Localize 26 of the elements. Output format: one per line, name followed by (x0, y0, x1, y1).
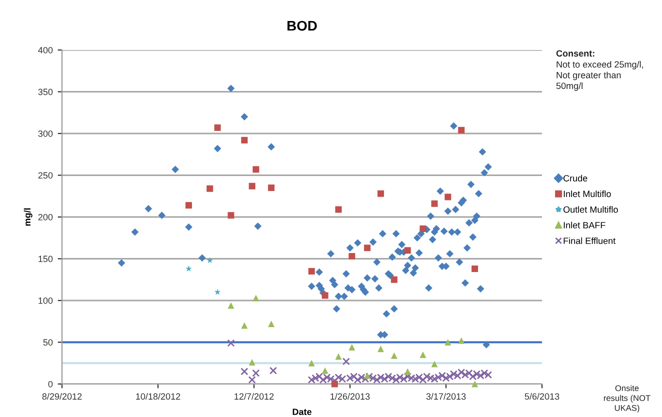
y-axis-title: mg/l (24, 208, 32, 226)
x-tick-label: 5/6/2013 (524, 393, 560, 400)
y-tick-label: 400 (38, 46, 53, 54)
legend-label: Outlet Multiflo (563, 206, 618, 213)
text: Consent: (556, 50, 594, 57)
x-tick-label: 3/17/2013 (426, 393, 466, 400)
legend-label: Inlet Multiflo (564, 190, 611, 198)
x-axis-title: Date (292, 408, 312, 416)
y-tick-label: 0 (48, 380, 53, 388)
x-tick-label: 1/26/2013 (330, 393, 370, 400)
y-tick-label: 50 (43, 339, 53, 346)
x-tick-label: 10/18/2012 (136, 393, 180, 400)
text: Not to exceed 25mg/l, Not greater than 50mg/l (556, 61, 644, 91)
x-tick-label: 8/29/2012 (42, 393, 82, 400)
legend-label: Final Effluent (564, 237, 616, 244)
y-tick-label: 150 (38, 256, 53, 262)
y-tick-label: 350 (38, 88, 53, 96)
y-tick-label: 100 (38, 297, 53, 304)
y-tick-label: 200 (38, 214, 53, 220)
legend-label: Inlet BAFF (564, 222, 606, 228)
text: Onsite results (NOT UKAS) (604, 385, 650, 413)
legend-label: Crude (564, 174, 588, 182)
y-tick-label: 300 (38, 130, 53, 137)
y-tick-label: 250 (38, 172, 53, 179)
chart-title: BOD (287, 20, 317, 31)
x-tick-label: 12/7/2012 (234, 393, 274, 400)
